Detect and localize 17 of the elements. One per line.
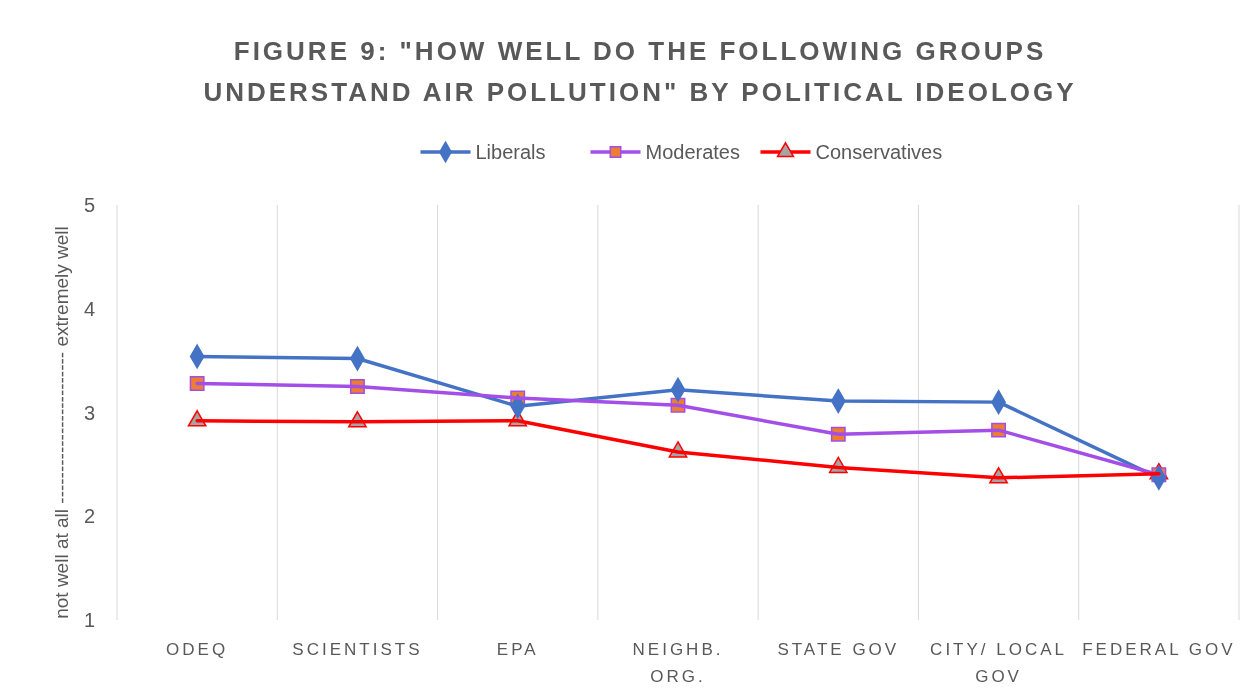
y-tick-label: 5 bbox=[83, 194, 95, 216]
legend-label: Conservatives bbox=[815, 141, 943, 163]
y-tick-label: 4 bbox=[83, 297, 95, 320]
y-tick-label: 2 bbox=[83, 505, 95, 528]
y-tick-label: 3 bbox=[83, 401, 95, 424]
x-tick-label: FEDERAL GOV bbox=[1082, 640, 1236, 659]
chart-title: FIGURE 9: "HOW WELL DO THE FOLLOWING GROUPS UNDERSTAND AIR POLLUTION" BY POLITICAL IDEOLOGY bbox=[203, 36, 1077, 107]
legend-label: Liberals bbox=[475, 141, 546, 163]
x-tick-label: EPA bbox=[496, 640, 539, 659]
x-tick-label: NEIGHB. ORG. bbox=[632, 640, 724, 686]
y-tick-label: 1 bbox=[83, 609, 95, 631]
y-axis-title: not well at all ------------------------ extremely well bbox=[51, 226, 72, 619]
x-tick-label: ODEQ bbox=[166, 640, 229, 659]
x-tick-label: SCIENTISTS bbox=[292, 640, 423, 659]
legend-label: Moderates bbox=[645, 141, 740, 163]
x-tick-label: STATE GOV bbox=[777, 640, 900, 659]
x-tick-label: CITY/ LOCAL GOV bbox=[930, 640, 1068, 686]
